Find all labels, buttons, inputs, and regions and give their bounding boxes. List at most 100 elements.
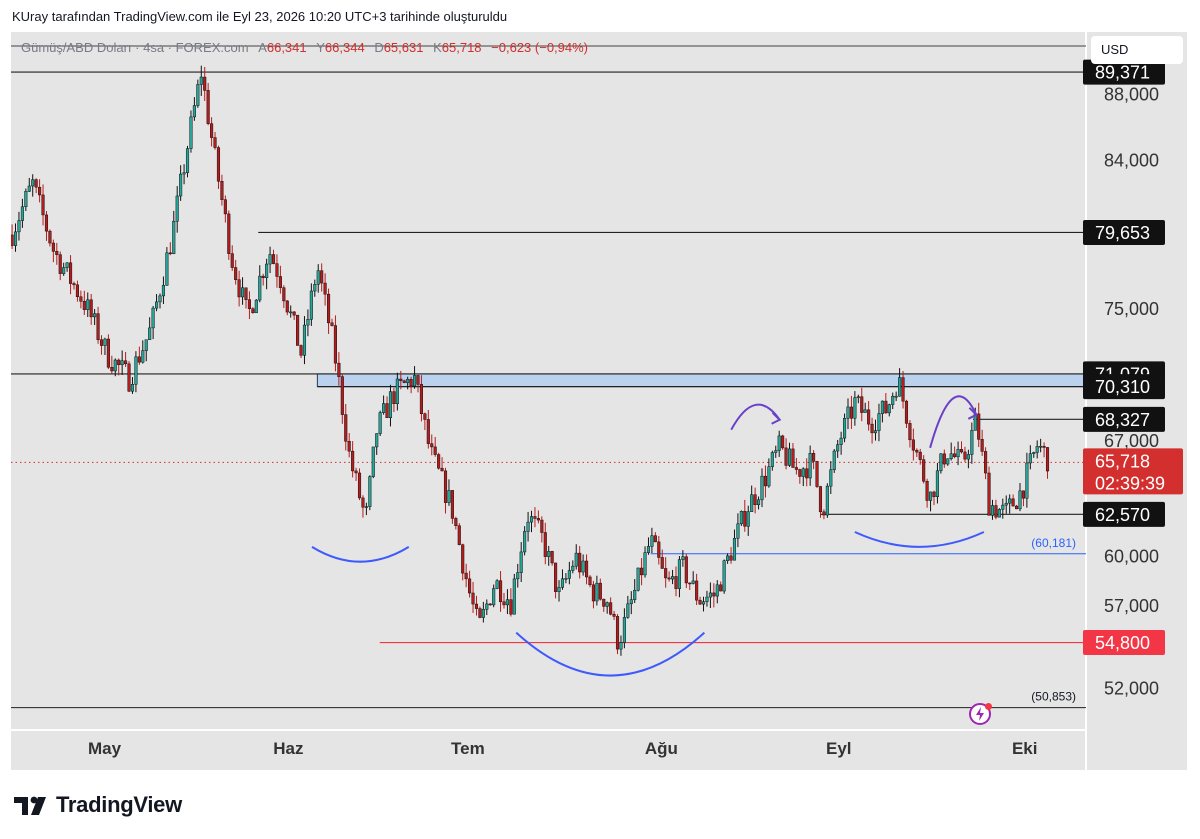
candle-body [11,234,14,246]
candle-body [241,287,245,298]
candle-body [898,377,902,397]
candle-body [499,580,503,603]
candle-body [684,556,688,584]
candle-body [880,400,884,414]
candle-body [980,439,984,452]
candle-body [430,443,434,448]
candle-body [478,608,482,618]
candle-body [464,572,468,580]
candle-body [299,345,303,356]
price-label-79653: 79,653 [1095,223,1150,243]
candle-body [1042,445,1046,448]
candle-body [946,458,950,465]
candle-body [801,468,805,477]
currency-selector[interactable]: USD [1091,36,1183,64]
x-tick-Eki: Eki [1012,739,1038,758]
candle-body [746,511,750,527]
candle-body [547,551,551,557]
candle-body [598,582,602,600]
candle-body [719,584,723,592]
candle-body [578,552,582,573]
candle-body [309,290,313,320]
candle-body [894,395,898,398]
candle-body [382,403,386,413]
candle-body [653,535,657,543]
candle-body [175,195,179,222]
price-chart[interactable]: (60,181) (50,853) 52,000 57,000 60,000 67,000… [11,32,1187,770]
candle-body [351,450,355,472]
candle-body [296,314,300,346]
y-tick-57000: 57,000 [1104,596,1159,616]
candle-body [1028,453,1032,464]
tradingview-logo[interactable]: TradingView [14,792,182,818]
candle-body [643,552,647,576]
candle-body [51,242,55,252]
candle-body [96,313,100,340]
candle-body [227,213,231,254]
candle-body [836,444,840,452]
candle-body [17,220,21,233]
candle-body [75,284,79,297]
candle-body [127,363,131,392]
candle-body [781,435,785,449]
blue-level-label-1: (50,853) [1031,690,1076,704]
candle-body [124,360,128,365]
candle-body [1018,490,1022,510]
candle-body [258,275,262,301]
trend-arrow-0 [730,403,781,431]
candle-body [939,453,943,472]
high-label: Y [316,40,325,55]
resistance-zone [316,373,1151,388]
candle-body [698,599,702,605]
candle-body [763,475,767,487]
candle-body [512,578,516,615]
candle-body [371,446,375,477]
candle-body [223,199,227,215]
candle-body [1011,498,1015,507]
symbol-legend[interactable]: Gümüş/ABD Doları · 4sa · FOREX.com A66,3… [21,40,588,55]
candle-body [829,469,833,487]
candle-body [805,468,809,479]
symbol-name[interactable]: Gümüş/ABD Doları · 4sa · FOREX.com [21,40,249,55]
candle-body [106,338,110,368]
candle-body [385,403,389,418]
candle-body [667,577,671,580]
candle-body [984,451,988,474]
current-price-label: 65,718 [1095,451,1150,471]
candle-body [646,546,651,553]
candle-body [963,451,967,460]
candle-body [402,380,406,383]
candle-body [433,446,437,455]
candle-body [640,567,644,576]
price-label-70310-bg [1083,374,1165,400]
candle-body [306,319,310,326]
y-tick-52000: 52,000 [1104,679,1159,699]
candle-body [158,295,162,303]
price-label-68327: 68,327 [1095,410,1150,430]
candle-body [822,511,826,516]
candle-body [1039,445,1043,448]
tradingview-logo-icon [14,796,46,815]
candle-body [615,616,620,650]
rounding-arc-0 [311,545,410,563]
low-label: D [374,40,384,55]
candle-body [959,449,964,453]
rounding-arc-1 [515,631,706,677]
candle-body [330,322,334,326]
candle-body [932,491,936,498]
candle-body [533,516,537,519]
candle-body [808,453,812,479]
candle-body [268,254,272,265]
chart-area[interactable]: (60,181) (50,853) 52,000 57,000 60,000 67,000… [11,32,1187,770]
candle-body [571,565,575,571]
candle-body [416,375,420,385]
candle-body [818,486,823,513]
candle-body [313,284,317,292]
change-value: −0,623 (−0,94%) [491,40,589,55]
candle-body [34,179,38,188]
blue-level-label-0: (60,181) [1031,536,1076,550]
price-label-89371-bg [1083,59,1165,85]
candle-body [44,214,49,232]
candle-body [27,185,31,192]
candle-body [664,568,668,579]
